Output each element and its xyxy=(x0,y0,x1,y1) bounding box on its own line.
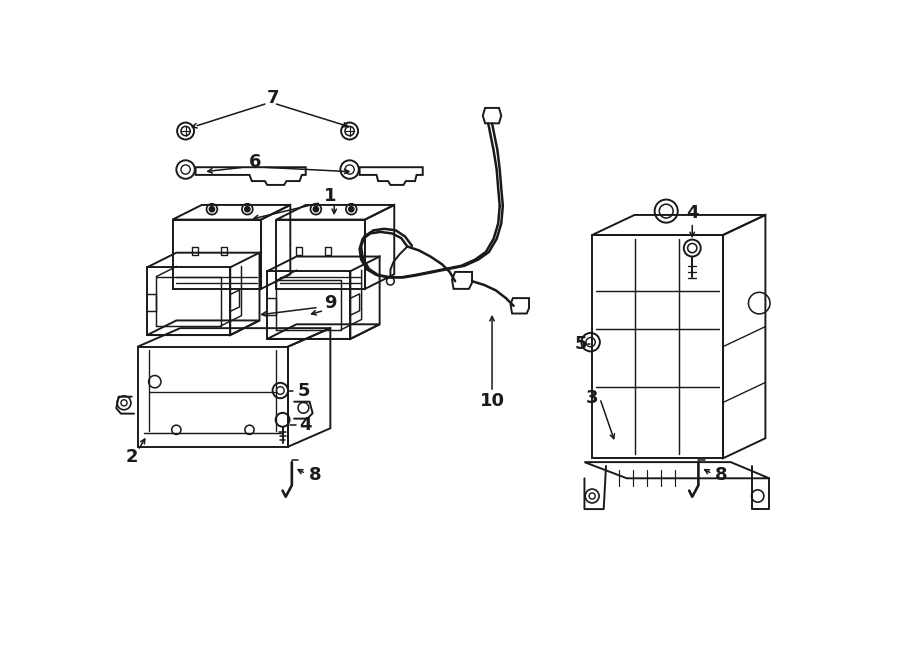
Circle shape xyxy=(245,207,250,212)
Text: 8: 8 xyxy=(309,466,321,484)
Text: 5: 5 xyxy=(574,336,587,354)
Circle shape xyxy=(348,207,354,212)
Text: 4: 4 xyxy=(300,416,312,434)
Text: 7: 7 xyxy=(266,89,279,107)
Text: 8: 8 xyxy=(716,466,728,484)
Text: 9: 9 xyxy=(324,294,337,312)
Text: 4: 4 xyxy=(686,205,698,222)
Text: 3: 3 xyxy=(586,389,598,407)
Text: 5: 5 xyxy=(297,381,310,400)
Text: 6: 6 xyxy=(248,153,261,171)
Text: 1: 1 xyxy=(324,187,337,205)
Circle shape xyxy=(313,207,319,212)
Text: 2: 2 xyxy=(125,448,138,466)
Text: 10: 10 xyxy=(480,391,505,410)
Circle shape xyxy=(209,207,214,212)
